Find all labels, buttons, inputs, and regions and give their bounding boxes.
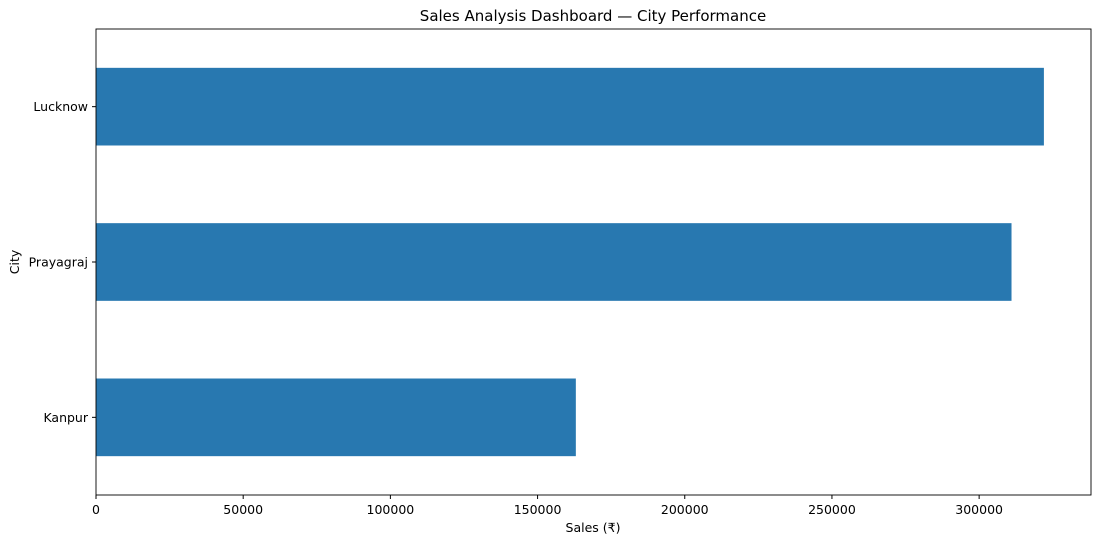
x-ticks-layer: 0 50000 100000 150000 200000 250000 300000: [92, 495, 1003, 517]
bars-layer: [96, 67, 1044, 457]
chart-title: Sales Analysis Dashboard — City Performa…: [420, 7, 766, 25]
y-tick-label: Lucknow: [33, 99, 88, 114]
bar-prayagraj: [96, 223, 1012, 301]
y-axis-label: City: [7, 249, 22, 274]
x-axis-label: Sales (₹): [566, 520, 621, 535]
bar-kanpur: [96, 378, 576, 457]
x-tick-label: 50000: [223, 502, 263, 517]
x-tick-label: 0: [92, 502, 100, 517]
x-tick-label: 100000: [367, 502, 415, 517]
y-tick-label: Prayagraj: [29, 255, 88, 270]
x-tick-label: 150000: [514, 502, 562, 517]
x-tick-label: 250000: [808, 502, 856, 517]
y-ticks-layer: Lucknow Prayagraj Kanpur: [29, 99, 96, 425]
y-tick-label: Kanpur: [43, 410, 88, 425]
x-tick-label: 300000: [955, 502, 1003, 517]
x-tick-label: 200000: [661, 502, 709, 517]
bar-lucknow: [96, 67, 1044, 146]
